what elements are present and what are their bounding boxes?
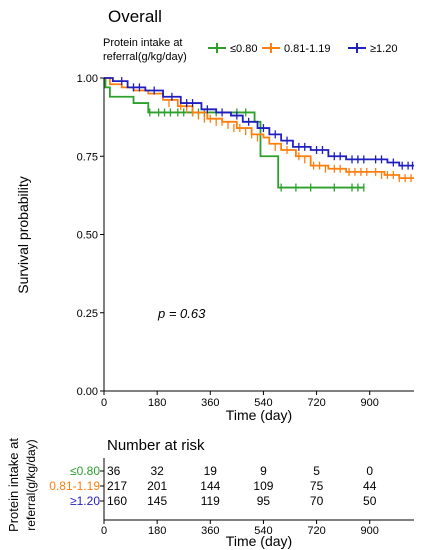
risk-row: ≥1.20 160 145 119 95 70 50 xyxy=(70,494,377,508)
survival-curve-line xyxy=(104,77,364,189)
risk-count: 70 xyxy=(310,494,324,508)
p-value-annotation: p = 0.63 xyxy=(157,306,206,321)
risk-table-x-ticks: 0 180 360 540 720 900 xyxy=(101,520,379,537)
risk-count: 145 xyxy=(147,494,167,508)
risk-table-ylabel-line2: referral(g/kg/day) xyxy=(24,439,38,530)
y-tick-label: 1.00 xyxy=(77,73,98,85)
risk-count: 109 xyxy=(253,479,273,493)
legend-label: ≤0.80 xyxy=(230,43,257,55)
risk-row-label: 0.81-1.19 xyxy=(49,479,100,493)
risk-row: 0.81-1.19 217 201 144 109 75 44 xyxy=(49,479,376,493)
risk-count: 160 xyxy=(107,494,127,508)
series-2 xyxy=(104,77,414,170)
x-axis-ticks: 0 180 360 540 720 900 xyxy=(101,391,379,409)
y-tick-label: 0.75 xyxy=(77,151,98,163)
risk-count: 5 xyxy=(313,464,320,478)
risk-count: 217 xyxy=(107,479,127,493)
risk-count: 119 xyxy=(201,494,220,508)
survival-curve-line xyxy=(104,77,414,167)
risk-row: ≤0.80 36 32 19 9 5 0 xyxy=(70,464,373,478)
legend-label: 0.81-1.19 xyxy=(284,43,330,55)
risk-x-tick-label: 360 xyxy=(201,525,219,537)
survival-plot: 0.00 0.25 0.50 0.75 1.00 0 180 360 540 720 900 Ti… xyxy=(15,73,414,423)
x-tick-label: 0 xyxy=(101,397,107,409)
x-tick-label: 360 xyxy=(201,397,219,409)
risk-count: 144 xyxy=(200,479,220,493)
risk-count: 201 xyxy=(147,479,167,493)
risk-count: 50 xyxy=(363,494,377,508)
y-axis-label: Survival probability xyxy=(15,176,31,294)
risk-table-ylabel-line1: Protein intake at xyxy=(6,438,21,532)
risk-count: 95 xyxy=(257,494,271,508)
chart-title: Overall xyxy=(108,7,162,26)
risk-count: 9 xyxy=(260,464,267,478)
risk-table-title: Number at risk xyxy=(107,437,205,454)
risk-count: 0 xyxy=(366,464,373,478)
x-tick-label: 720 xyxy=(307,397,325,409)
y-axis-ticks: 0.00 0.25 0.50 0.75 1.00 xyxy=(77,73,104,398)
x-tick-label: 900 xyxy=(361,397,379,409)
risk-x-tick-label: 180 xyxy=(148,525,166,537)
risk-count: 19 xyxy=(204,464,218,478)
legend-label: ≥1.20 xyxy=(370,43,397,55)
legend: Protein intake at referral(g/kg/day) ≤0.… xyxy=(103,37,397,63)
risk-x-tick-label: 720 xyxy=(307,525,325,537)
risk-x-tick-label: 540 xyxy=(254,525,272,537)
risk-count: 32 xyxy=(150,464,164,478)
legend-items: ≤0.80 0.81-1.19 ≥1.20 xyxy=(208,43,397,55)
x-axis-label: Time (day) xyxy=(226,407,292,423)
x-tick-label: 180 xyxy=(148,397,166,409)
legend-title-line2: referral(g/kg/day) xyxy=(103,51,187,63)
x-tick-label: 540 xyxy=(254,397,272,409)
risk-count: 75 xyxy=(310,479,324,493)
y-tick-label: 0.00 xyxy=(77,386,98,398)
risk-count: 36 xyxy=(107,464,121,478)
risk-row-label: ≤0.80 xyxy=(70,464,100,478)
risk-count: 44 xyxy=(363,479,377,493)
y-tick-label: 0.25 xyxy=(77,308,98,320)
risk-row-label: ≥1.20 xyxy=(70,494,100,508)
legend-title-line1: Protein intake at xyxy=(103,37,183,49)
series-0 xyxy=(104,77,365,192)
risk-x-tick-label: 0 xyxy=(101,525,107,537)
risk-x-tick-label: 900 xyxy=(361,525,379,537)
series-1 xyxy=(104,77,414,183)
risk-table: Number at risk Protein intake at referra… xyxy=(6,437,414,549)
y-tick-label: 0.50 xyxy=(77,230,98,242)
risk-table-rows: ≤0.80 36 32 19 9 5 00.81-1.19 217 201 144 109 75 44≥… xyxy=(49,464,376,508)
risk-table-x-label: Time (day) xyxy=(226,533,292,549)
survival-curves xyxy=(104,77,414,192)
